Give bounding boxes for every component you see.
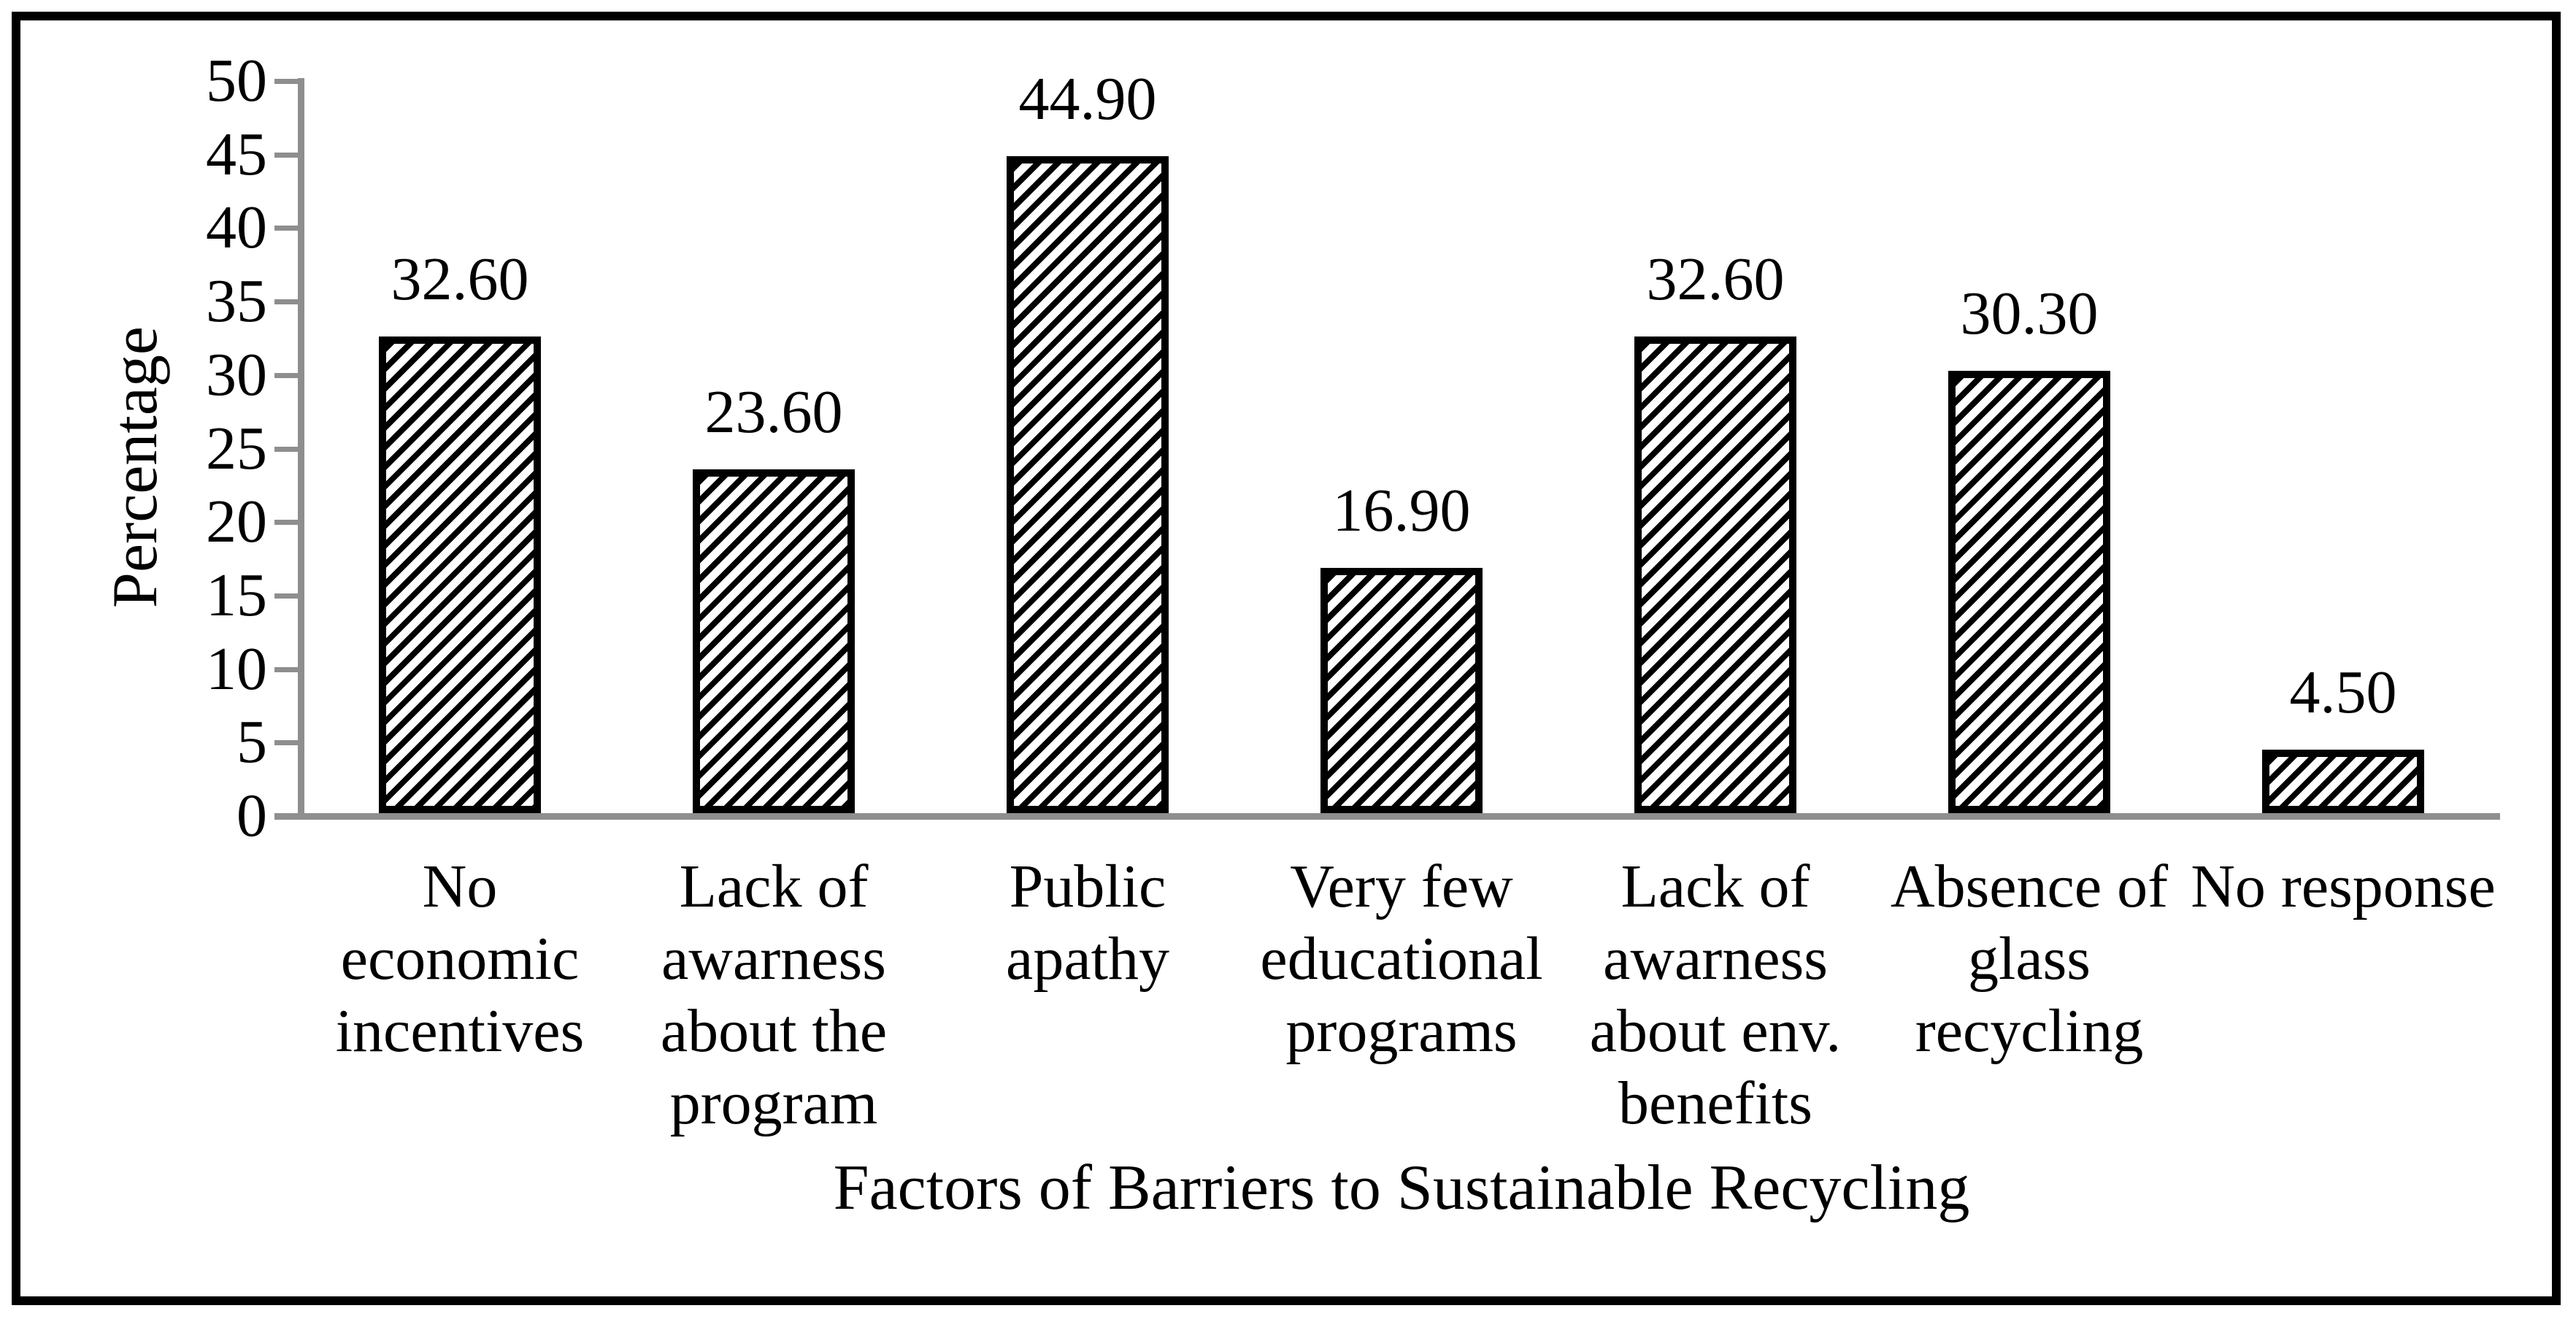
x-axis-line [274,813,2500,820]
bar [1007,156,1169,813]
y-tick-label: 35 [206,267,267,335]
y-tick [274,520,299,525]
bar-value-label: 23.60 [704,378,843,446]
y-tick-label: 10 [206,635,267,703]
bar-value-label: 4.50 [2289,658,2397,726]
y-tick-label: 5 [237,708,267,776]
y-tick-label: 40 [206,193,267,261]
bar [1320,568,1483,813]
y-tick [274,740,299,745]
y-tick [274,593,299,599]
bar-value-label: 30.30 [1960,280,2099,347]
bar-value-label: 16.90 [1332,477,1471,545]
y-axis-line [298,78,304,820]
y-tick [274,153,299,158]
y-tick-label: 45 [206,120,267,188]
bar-value-label: 32.60 [391,245,529,313]
bar-value-label: 32.60 [1646,245,1785,313]
bar [379,337,541,813]
y-tick [274,226,299,231]
x-axis-title: Factors of Barriers to Sustainable Recyc… [833,1153,1970,1223]
figure-border [12,12,2561,1305]
y-tick-label: 20 [206,488,267,555]
bar [1634,337,1796,813]
y-tick [274,447,299,452]
x-category-label: Lack of awarness about the program [660,853,888,1137]
x-category-label: Public apathy [1006,853,1169,993]
bar [2262,750,2424,813]
y-tick-label: 0 [237,782,267,850]
y-tick-label: 25 [206,415,267,482]
x-category-label: Very few educational programs [1260,853,1543,1065]
y-tick [274,79,299,84]
bar-value-label: 44.90 [1018,65,1157,133]
y-tick-label: 30 [206,341,267,409]
y-tick [274,373,299,378]
y-tick [274,667,299,672]
y-tick [274,299,299,304]
y-tick-label: 15 [206,561,267,629]
y-tick-label: 50 [206,47,267,115]
bar [693,469,855,813]
x-category-label: Lack of awarness about env. benefits [1589,853,1842,1137]
bar [1948,371,2110,813]
x-category-label: Absence of glass recycling [1890,853,2169,1065]
x-category-label: No economic incentives [335,853,585,1065]
x-category-label: No response [2191,853,2496,920]
